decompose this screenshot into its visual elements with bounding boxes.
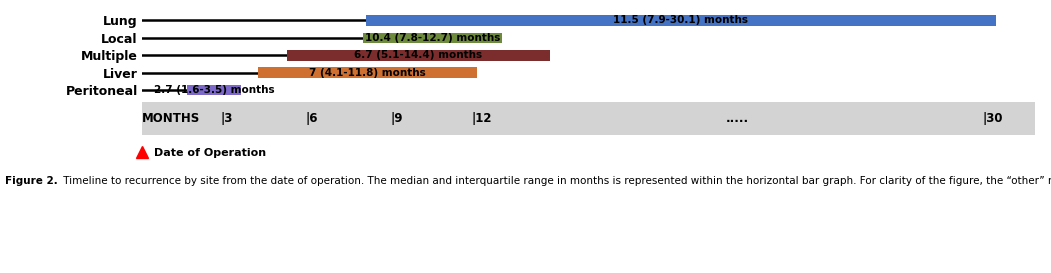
Text: |6: |6	[306, 112, 318, 125]
Text: 6.7 (5.1-14.4) months: 6.7 (5.1-14.4) months	[354, 50, 482, 60]
Bar	[366, 15, 995, 26]
Text: |12: |12	[472, 112, 493, 125]
Text: Date of Operation: Date of Operation	[154, 148, 267, 158]
Text: MONTHS: MONTHS	[142, 112, 200, 125]
Text: 7 (4.1-11.8) months: 7 (4.1-11.8) months	[309, 68, 426, 78]
Text: Figure 2.: Figure 2.	[5, 176, 58, 186]
Text: |3: |3	[221, 112, 233, 125]
Text: 11.5 (7.9-30.1) months: 11.5 (7.9-30.1) months	[613, 16, 748, 25]
Text: 10.4 (7.8-12.7) months: 10.4 (7.8-12.7) months	[365, 33, 500, 43]
Bar	[259, 67, 476, 78]
Text: Timeline to recurrence by site from the date of operation. The median and interq: Timeline to recurrence by site from the …	[60, 176, 1051, 186]
Text: 2.7 (1.6-3.5) months: 2.7 (1.6-3.5) months	[153, 85, 274, 95]
Text: |9: |9	[391, 112, 404, 125]
Bar	[187, 85, 241, 95]
Bar	[287, 50, 551, 61]
Bar	[363, 33, 502, 43]
Text: |30: |30	[983, 112, 1003, 125]
Text: .....: .....	[726, 112, 749, 125]
